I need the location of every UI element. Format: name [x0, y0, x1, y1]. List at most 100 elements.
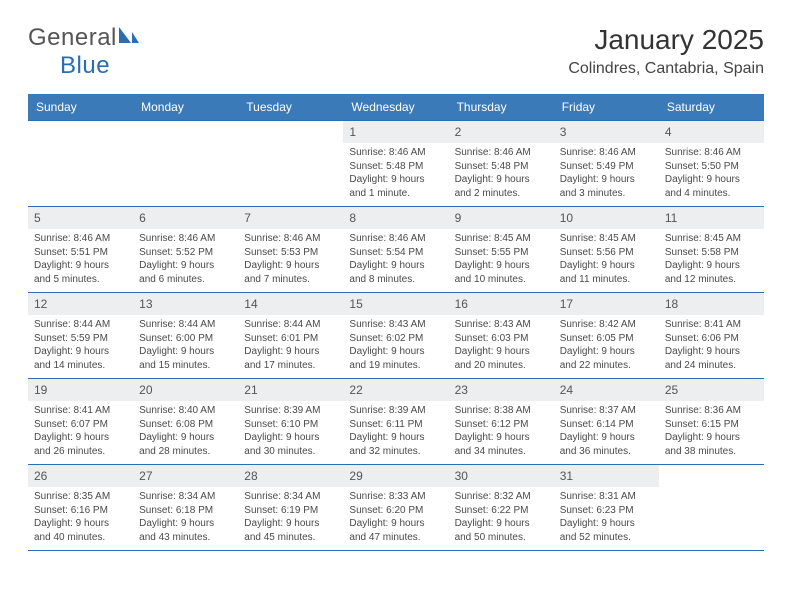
sunset-text: Sunset: 5:49 PM	[560, 160, 653, 174]
day-number: 25	[659, 379, 764, 401]
sunset-text: Sunset: 5:52 PM	[139, 246, 232, 260]
title-block: January 2025 Colindres, Cantabria, Spain	[568, 24, 764, 78]
sunrise-text: Sunrise: 8:46 AM	[455, 146, 548, 160]
sunrise-text: Sunrise: 8:34 AM	[244, 490, 337, 504]
sunrise-text: Sunrise: 8:33 AM	[349, 490, 442, 504]
day-details: Sunrise: 8:44 AMSunset: 5:59 PMDaylight:…	[28, 315, 133, 376]
day-number: 29	[343, 465, 448, 487]
sunrise-text: Sunrise: 8:42 AM	[560, 318, 653, 332]
weekday-header: Tuesday	[238, 94, 343, 121]
sunset-text: Sunset: 5:58 PM	[665, 246, 758, 260]
sunrise-text: Sunrise: 8:41 AM	[34, 404, 127, 418]
daylight-text: Daylight: 9 hours and 15 minutes.	[139, 345, 232, 372]
daylight-text: Daylight: 9 hours and 1 minute.	[349, 173, 442, 200]
daylight-text: Daylight: 9 hours and 12 minutes.	[665, 259, 758, 286]
sunrise-text: Sunrise: 8:39 AM	[349, 404, 442, 418]
daylight-text: Daylight: 9 hours and 22 minutes.	[560, 345, 653, 372]
day-number: 27	[133, 465, 238, 487]
daylight-text: Daylight: 9 hours and 5 minutes.	[34, 259, 127, 286]
day-details: Sunrise: 8:36 AMSunset: 6:15 PMDaylight:…	[659, 401, 764, 462]
day-number: 28	[238, 465, 343, 487]
day-number: 26	[28, 465, 133, 487]
sunrise-text: Sunrise: 8:37 AM	[560, 404, 653, 418]
daylight-text: Daylight: 9 hours and 28 minutes.	[139, 431, 232, 458]
daylight-text: Daylight: 9 hours and 45 minutes.	[244, 517, 337, 544]
daylight-text: Daylight: 9 hours and 26 minutes.	[34, 431, 127, 458]
calendar-day: 26Sunrise: 8:35 AMSunset: 6:16 PMDayligh…	[28, 465, 133, 551]
daylight-text: Daylight: 9 hours and 4 minutes.	[665, 173, 758, 200]
daylight-text: Daylight: 9 hours and 32 minutes.	[349, 431, 442, 458]
calendar-day: 2Sunrise: 8:46 AMSunset: 5:48 PMDaylight…	[449, 121, 554, 207]
calendar-day: 23Sunrise: 8:38 AMSunset: 6:12 PMDayligh…	[449, 379, 554, 465]
sunset-text: Sunset: 6:14 PM	[560, 418, 653, 432]
sunrise-text: Sunrise: 8:43 AM	[349, 318, 442, 332]
day-number: 5	[28, 207, 133, 229]
day-details: Sunrise: 8:34 AMSunset: 6:18 PMDaylight:…	[133, 487, 238, 548]
sunset-text: Sunset: 5:55 PM	[455, 246, 548, 260]
day-details: Sunrise: 8:33 AMSunset: 6:20 PMDaylight:…	[343, 487, 448, 548]
sunset-text: Sunset: 6:08 PM	[139, 418, 232, 432]
day-number: 14	[238, 293, 343, 315]
sunrise-text: Sunrise: 8:40 AM	[139, 404, 232, 418]
day-details: Sunrise: 8:46 AMSunset: 5:49 PMDaylight:…	[554, 143, 659, 204]
sunset-text: Sunset: 5:50 PM	[665, 160, 758, 174]
day-details: Sunrise: 8:39 AMSunset: 6:11 PMDaylight:…	[343, 401, 448, 462]
daylight-text: Daylight: 9 hours and 7 minutes.	[244, 259, 337, 286]
sunrise-text: Sunrise: 8:38 AM	[455, 404, 548, 418]
day-number: 12	[28, 293, 133, 315]
sunset-text: Sunset: 6:20 PM	[349, 504, 442, 518]
brand-logo: General Blue	[28, 24, 139, 80]
calendar-day: 24 Sunrise: 8:37 AMSunset: 6:14 PMDayligh…	[554, 379, 659, 465]
daylight-text: Daylight: 9 hours and 36 minutes.	[560, 431, 653, 458]
calendar-day: 11Sunrise: 8:45 AMSunset: 5:58 PMDayligh…	[659, 207, 764, 293]
day-number: 15	[343, 293, 448, 315]
day-number: 24	[554, 379, 659, 401]
calendar-day: 13Sunrise: 8:44 AMSunset: 6:00 PMDayligh…	[133, 293, 238, 379]
weekday-header: Thursday	[449, 94, 554, 121]
calendar-day: 4Sunrise: 8:46 AMSunset: 5:50 PMDaylight…	[659, 121, 764, 207]
day-details: Sunrise: 8:45 AMSunset: 5:56 PMDaylight:…	[554, 229, 659, 290]
day-number: 11	[659, 207, 764, 229]
day-details: Sunrise: 8:46 AMSunset: 5:52 PMDaylight:…	[133, 229, 238, 290]
calendar-day: 30Sunrise: 8:32 AMSunset: 6:22 PMDayligh…	[449, 465, 554, 551]
sunset-text: Sunset: 5:53 PM	[244, 246, 337, 260]
sunset-text: Sunset: 6:02 PM	[349, 332, 442, 346]
calendar-day: 20Sunrise: 8:40 AMSunset: 6:08 PMDayligh…	[133, 379, 238, 465]
day-details: Sunrise: 8:43 AMSunset: 6:03 PMDaylight:…	[449, 315, 554, 376]
calendar-week: 5Sunrise: 8:46 AMSunset: 5:51 PMDaylight…	[28, 207, 764, 293]
sunset-text: Sunset: 6:01 PM	[244, 332, 337, 346]
day-number: 8	[343, 207, 448, 229]
day-details: Sunrise: 8:35 AMSunset: 6:16 PMDaylight:…	[28, 487, 133, 548]
day-number: 23	[449, 379, 554, 401]
sunrise-text: Sunrise: 8:44 AM	[244, 318, 337, 332]
daylight-text: Daylight: 9 hours and 17 minutes.	[244, 345, 337, 372]
calendar-day: 25Sunrise: 8:36 AMSunset: 6:15 PMDayligh…	[659, 379, 764, 465]
calendar-day: 27Sunrise: 8:34 AMSunset: 6:18 PMDayligh…	[133, 465, 238, 551]
daylight-text: Daylight: 9 hours and 50 minutes.	[455, 517, 548, 544]
day-number: 1	[343, 121, 448, 143]
calendar-day: 6Sunrise: 8:46 AMSunset: 5:52 PMDaylight…	[133, 207, 238, 293]
day-details: Sunrise: 8:46 AMSunset: 5:53 PMDaylight:…	[238, 229, 343, 290]
sunrise-text: Sunrise: 8:43 AM	[455, 318, 548, 332]
sunset-text: Sunset: 6:05 PM	[560, 332, 653, 346]
calendar-day: 18Sunrise: 8:41 AMSunset: 6:06 PMDayligh…	[659, 293, 764, 379]
day-number: 18	[659, 293, 764, 315]
day-details: Sunrise: 8:42 AMSunset: 6:05 PMDaylight:…	[554, 315, 659, 376]
daylight-text: Daylight: 9 hours and 3 minutes.	[560, 173, 653, 200]
daylight-text: Daylight: 9 hours and 19 minutes.	[349, 345, 442, 372]
sunrise-text: Sunrise: 8:36 AM	[665, 404, 758, 418]
location: Colindres, Cantabria, Spain	[568, 60, 764, 78]
calendar-week: 19Sunrise: 8:41 AMSunset: 6:07 PMDayligh…	[28, 379, 764, 465]
daylight-text: Daylight: 9 hours and 52 minutes.	[560, 517, 653, 544]
calendar-day	[238, 121, 343, 207]
sunset-text: Sunset: 5:48 PM	[349, 160, 442, 174]
daylight-text: Daylight: 9 hours and 38 minutes.	[665, 431, 758, 458]
brand-word2: Blue	[60, 52, 110, 79]
sunrise-text: Sunrise: 8:34 AM	[139, 490, 232, 504]
sunrise-text: Sunrise: 8:46 AM	[34, 232, 127, 246]
day-details: Sunrise: 8:46 AMSunset: 5:54 PMDaylight:…	[343, 229, 448, 290]
daylight-text: Daylight: 9 hours and 34 minutes.	[455, 431, 548, 458]
day-number: 21	[238, 379, 343, 401]
sunrise-text: Sunrise: 8:46 AM	[349, 232, 442, 246]
day-details: Sunrise: 8:32 AMSunset: 6:22 PMDaylight:…	[449, 487, 554, 548]
